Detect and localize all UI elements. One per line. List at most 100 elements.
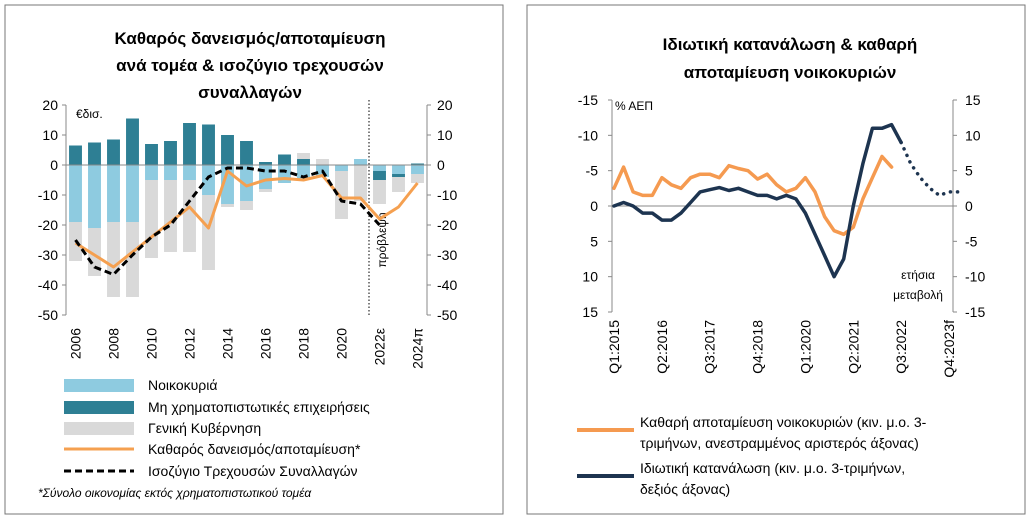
bar-nonfinancial-corporations <box>240 141 253 165</box>
private-consumption-forecast-line <box>899 140 961 198</box>
legend-label: Μη χρηματοπιστωτικές επιχειρήσεις <box>148 399 370 415</box>
right-legend: Καθαρή αποταμίευση νοικοκυριών (κιν. μ.ο… <box>577 414 927 497</box>
bar-nonfinancial-corporations <box>297 159 310 165</box>
bar-nonfinancial-corporations <box>278 154 291 165</box>
bar-households <box>335 165 348 171</box>
x-tick-label: Q2:2021 <box>845 320 861 374</box>
legend-label: Ισοζύγιο Τρεχουσών Συναλλαγών <box>148 463 358 479</box>
bar-general-government <box>240 201 253 210</box>
x-tick-label: 2006 <box>68 328 84 359</box>
current-account-line <box>74 166 381 276</box>
y-tick-label-right: 5 <box>965 163 973 179</box>
bar-nonfinancial-corporations <box>107 139 120 165</box>
bar-general-government <box>373 180 386 204</box>
legend-label: Νοικοκυριά <box>148 377 217 393</box>
bar-households <box>164 165 177 180</box>
left-unit-label: €δισ. <box>76 107 103 121</box>
left-chart-panel: Καθαρός δανεισμός/αποταμίευση ανά τομέα … <box>4 4 504 515</box>
legend-label: Γενική Κυβέρνηση <box>148 420 261 436</box>
legend-swatch <box>64 422 134 435</box>
y-tick-label-left: -40 <box>38 277 58 293</box>
right-chart-title-line2: αποταμίευση νοικοκυριών <box>684 63 897 82</box>
x-tick-label: 2016 <box>258 328 274 359</box>
y-tick-label-right: -20 <box>437 217 457 233</box>
left-chart-title-line1: Καθαρός δανεισμός/αποταμίευση <box>115 29 386 48</box>
y-tick-label-left: 0 <box>590 198 598 214</box>
legend-swatch <box>64 379 134 392</box>
y-tick-label-left: 0 <box>50 157 58 173</box>
bar-general-government <box>259 189 272 192</box>
y-tick-label-left: 10 <box>582 269 598 285</box>
legend-swatch <box>64 401 134 414</box>
x-tick-label: 2008 <box>106 328 122 359</box>
y-tick-label-left: -30 <box>38 247 58 263</box>
y-tick-label-left: 15 <box>582 304 598 320</box>
bar-general-government <box>145 180 158 258</box>
y-tick-label-right: 0 <box>965 198 973 214</box>
left-chart-border <box>4 4 504 515</box>
y-tick-label-right: -30 <box>437 247 457 263</box>
bar-households <box>126 165 139 222</box>
bar-households <box>259 165 272 189</box>
bar-general-government <box>335 171 348 219</box>
right-chart-panel: Ιδιωτική κατανάλωση & καθαρή αποταμίευση… <box>526 4 1026 515</box>
y-tick-label-left: -5 <box>586 163 599 179</box>
x-tick-label: 2024π <box>410 328 426 369</box>
right-chart-title-line1: Ιδιωτική κατανάλωση & καθαρή <box>663 35 918 54</box>
bar-nonfinancial-corporations <box>202 124 215 165</box>
bar-general-government <box>411 174 424 183</box>
right-unit-label: % ΑΕΠ <box>615 99 653 113</box>
x-tick-label: 2012 <box>182 328 198 359</box>
bar-nonfinancial-corporations <box>411 163 424 165</box>
y-tick-label-right: -10 <box>437 187 457 203</box>
x-tick-label: 2010 <box>144 328 160 359</box>
net-lending-line <box>74 169 419 269</box>
bar-households <box>88 165 101 228</box>
y-tick-label-left: -10 <box>578 127 598 143</box>
left-footnote: *Σύνολο οικονομίας εκτός χρηματοπιστωτικ… <box>38 486 312 500</box>
bar-households <box>183 165 196 180</box>
right-chart-border <box>526 4 1026 515</box>
bar-households <box>107 165 120 222</box>
y-tick-label-left: 20 <box>42 97 58 113</box>
left-chart-title-line3: συναλλαγών <box>198 83 302 102</box>
y-tick-label-left: -10 <box>38 187 58 203</box>
bar-general-government <box>392 177 405 192</box>
right-axis-note-line1: ετήσια <box>901 268 935 282</box>
y-tick-label-left: -20 <box>38 217 58 233</box>
bar-general-government <box>354 165 367 201</box>
bar-households <box>69 165 82 222</box>
bar-households <box>373 165 386 171</box>
bar-households <box>354 159 367 165</box>
legend-label: Καθαρή αποταμίευση νοικοκυριών (κιν. μ.ο… <box>640 414 927 451</box>
bar-general-government <box>126 222 139 297</box>
y-tick-label-right: 15 <box>965 92 981 108</box>
x-tick-label: Q3:2022 <box>893 320 909 374</box>
legend-label: Καθαρός δανεισμός/αποταμίευση* <box>148 441 361 457</box>
bar-general-government <box>202 195 215 270</box>
x-tick-label: Q2:2016 <box>654 320 670 374</box>
x-tick-label: Q1:2020 <box>797 320 813 374</box>
bar-nonfinancial-corporations <box>183 123 196 165</box>
x-tick-label: Q3:2017 <box>702 320 718 374</box>
x-tick-label: 2022ε <box>372 328 388 365</box>
legend-label: Ιδιωτική κατανάλωση (κιν. μ.ο. 3-τριμήνω… <box>640 460 905 497</box>
bar-households <box>411 165 424 174</box>
bar-general-government <box>164 180 177 252</box>
x-tick-label: 2020 <box>334 328 350 359</box>
bar-general-government <box>183 180 196 252</box>
y-tick-label-left: 10 <box>42 127 58 143</box>
bar-general-government <box>297 153 310 159</box>
x-tick-label: Q4:2018 <box>750 320 766 374</box>
bar-households <box>202 165 215 195</box>
x-tick-label: Q4:2023f <box>941 320 957 378</box>
bar-general-government <box>221 204 234 207</box>
right-plot-area: -15 15 -10 10 -5 5 0 0 5 -5 10 -10 15 -15 Q1:2015 Q2:20… <box>578 92 986 378</box>
bar-households <box>240 165 253 201</box>
private-consumption-line <box>612 122 903 279</box>
y-tick-label-right: 10 <box>965 127 981 143</box>
y-tick-label-right: -40 <box>437 277 457 293</box>
right-axis-note-line2: μεταβολή <box>893 288 943 302</box>
